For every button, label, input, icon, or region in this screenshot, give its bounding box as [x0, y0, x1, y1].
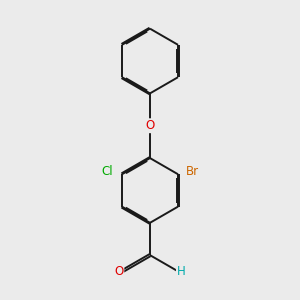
- Text: H: H: [177, 265, 186, 278]
- Text: O: O: [114, 265, 123, 278]
- Text: Br: Br: [186, 164, 199, 178]
- Text: O: O: [146, 119, 154, 132]
- Text: Cl: Cl: [102, 164, 113, 178]
